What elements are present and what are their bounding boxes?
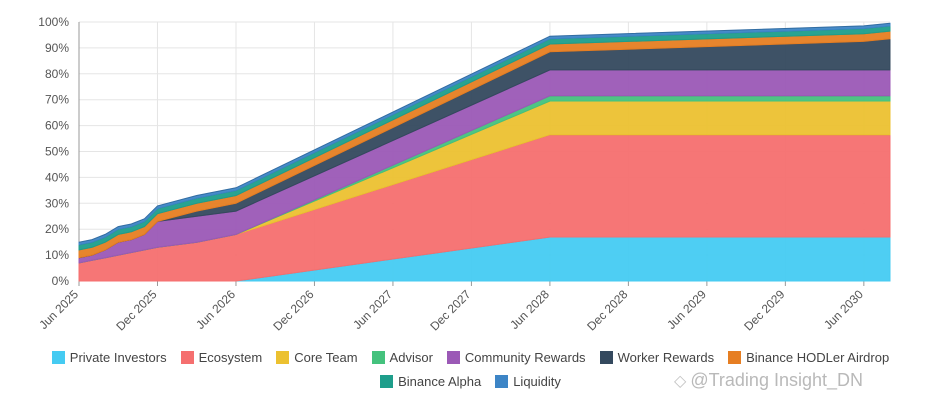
y-tick-label: 0% [52,274,70,288]
x-tick-label: Dec 2025 [113,287,159,333]
legend-swatch [495,375,509,388]
y-tick-label: 50% [45,145,69,159]
legend-swatch [728,351,742,364]
legend-swatch [180,351,194,364]
chart-svg: 0% 10% 20% 30% 40% 50% 60% 70% 80% 90% 100% Jun 202… [36,15,891,333]
chart-canvas: 0% 10% 20% 30% 40% 50% 60% 70% 80% 90% 100% Jun 202… [36,15,891,333]
legend-item-binance-alpha[interactable]: Binance Alpha [380,374,481,389]
legend: Private Investors Ecosystem Core Team Ad… [0,350,941,365]
legend-swatch [446,351,460,364]
legend-swatch [371,351,385,364]
legend-item-binance-hodler-airdrop[interactable]: Binance HODLer Airdrop [728,350,889,365]
x-tick-label: Jun 2028 [507,287,552,332]
legend-item-ecosystem[interactable]: Ecosystem [180,350,263,365]
legend-label: Binance Alpha [398,374,482,389]
legend-label: Worker Rewards [617,350,715,365]
legend-label: Advisor [389,350,433,365]
legend-swatch [599,351,613,364]
x-tick-label: Jun 2026 [193,287,238,332]
area-series-liquidity [78,22,891,246]
legend-swatch [380,375,394,388]
x-tick-label: Jun 2030 [821,287,866,332]
legend-label: Private Investors [69,350,167,365]
y-tick-label: 80% [45,67,69,81]
x-tick-label: Dec 2027 [427,287,473,333]
legend-item-advisor[interactable]: Advisor [371,350,433,365]
x-tick-label: Dec 2028 [584,287,630,333]
legend-label: Community Rewards [464,350,586,365]
line-series-liquidity [78,22,891,243]
legend-item-private-investors[interactable]: Private Investors [51,350,167,365]
watermark: ◇ @Trading Insight_DN [674,370,863,391]
x-tick-label: Jun 2025 [36,287,81,332]
legend-label: Binance HODLer Airdrop [746,350,890,365]
x-tick-label: Jun 2029 [664,287,709,332]
y-tick-label: 60% [45,119,69,133]
legend-label: Core Team [294,350,358,365]
y-tick-label: 20% [45,222,69,236]
legend-label: Ecosystem [198,350,263,365]
y-tick-label: 70% [45,93,69,107]
y-tick-label: 30% [45,196,69,210]
legend-row-2: Binance Alpha Liquidity [0,374,941,389]
legend-swatch [276,351,290,364]
legend-item-liquidity[interactable]: Liquidity [495,374,561,389]
y-tick-label: 100% [38,15,69,29]
y-tick-label: 90% [45,41,69,55]
x-tick-label: Dec 2026 [270,287,316,333]
legend-swatch [51,351,65,364]
legend-label: Liquidity [513,374,561,389]
y-tick-label: 40% [45,170,69,184]
legend-item-core-team[interactable]: Core Team [276,350,358,365]
x-tick-label: Jun 2027 [350,287,395,332]
watermark-text: @Trading Insight_DN [690,370,863,390]
x-tick-label: Dec 2029 [741,287,787,333]
y-tick-label: 10% [45,248,69,262]
legend-item-community-rewards[interactable]: Community Rewards [446,350,586,365]
legend-item-worker-rewards[interactable]: Worker Rewards [599,350,715,365]
binance-square-logo-icon: ◇ [674,372,687,390]
